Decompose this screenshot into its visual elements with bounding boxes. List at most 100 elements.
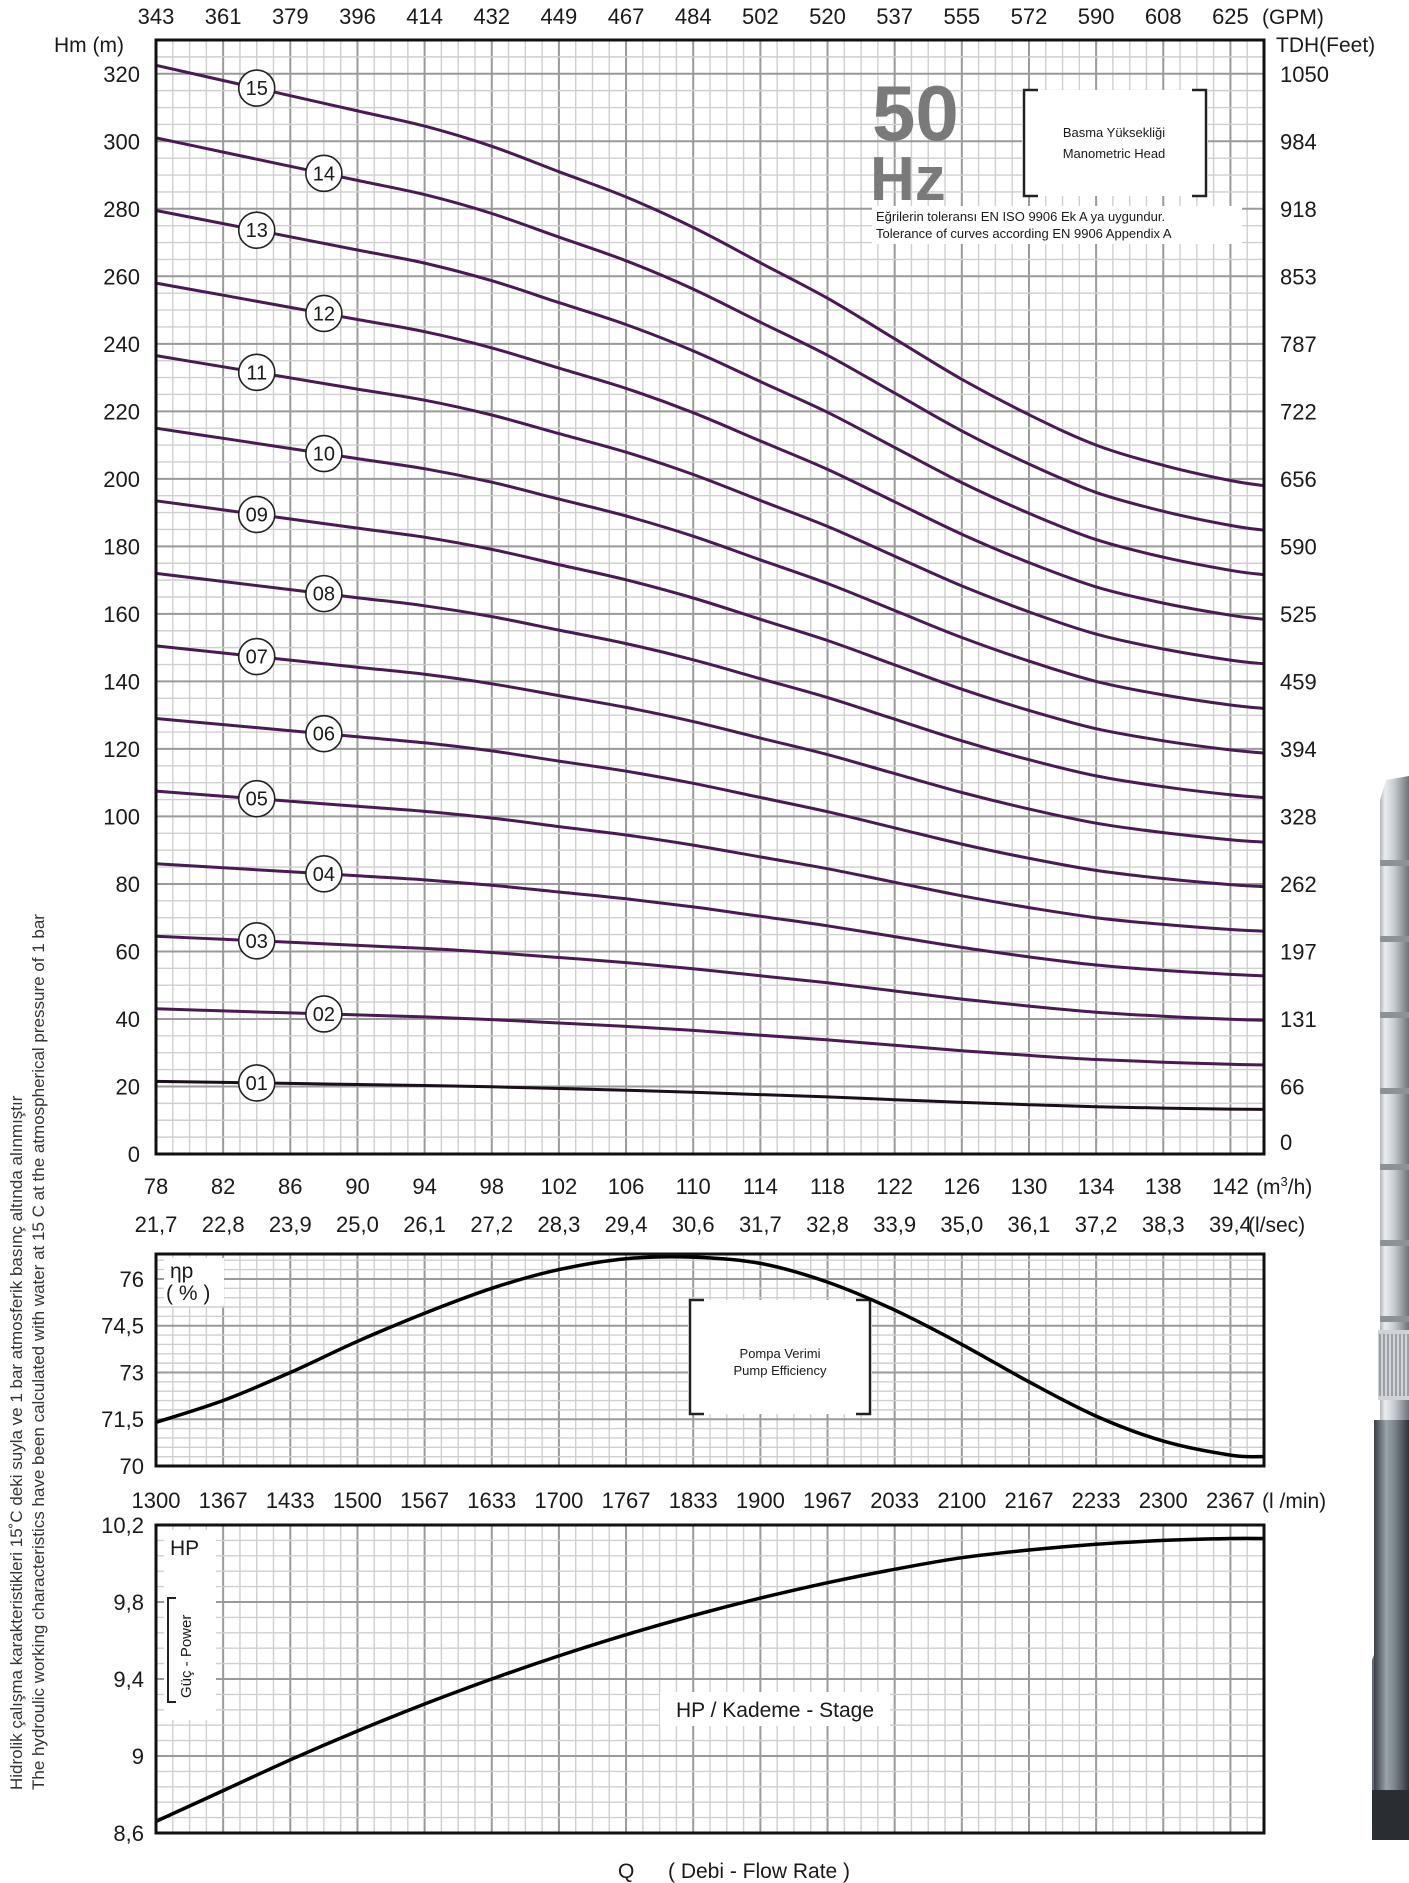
stage-label: 04 xyxy=(313,864,335,886)
head-curve-04 xyxy=(155,862,1265,978)
gpm-tick: 379 xyxy=(272,4,309,29)
gpm-tick: 414 xyxy=(406,4,443,29)
right-axis-unit: TDH(Feet) xyxy=(1276,34,1375,57)
head-m-tick: 100 xyxy=(103,804,140,829)
gpm-tick: 396 xyxy=(339,4,376,29)
stage-label: 05 xyxy=(246,789,268,811)
head-curve-06 xyxy=(155,717,1265,889)
stage-label: 06 xyxy=(313,724,335,746)
efficiency-chart-ticks: 21,7 22,8 23,9 25,0 26,1 27,2 28,3 29,4 30,6 31,7… xyxy=(101,1212,1252,1479)
m3h-tick: 94 xyxy=(412,1174,436,1199)
head-m-tick: 40 xyxy=(116,1007,140,1032)
efficiency-line xyxy=(155,1254,1265,1459)
l-sec-tick: 32,8 xyxy=(806,1212,849,1237)
m3h-tick: 98 xyxy=(480,1174,504,1199)
stage-label: 07 xyxy=(246,647,268,669)
efficiency-box-title-en: Pump Efficiency xyxy=(734,1363,827,1378)
head-curve-13 xyxy=(155,209,1265,577)
stage-label-circle xyxy=(305,995,343,1033)
l-min-tick: 1767 xyxy=(602,1488,651,1513)
head-curve-05 xyxy=(155,789,1265,933)
stage-label: 03 xyxy=(246,931,268,953)
l-min-tick: 1833 xyxy=(669,1488,718,1513)
gpm-tick: 520 xyxy=(809,4,846,29)
head-box-title-en: Manometric Head xyxy=(1063,146,1166,161)
l-sec-tick: 37,2 xyxy=(1075,1212,1118,1237)
m3h-tick: 82 xyxy=(211,1174,235,1199)
gpm-tick: 572 xyxy=(1011,4,1048,29)
l-sec-tick: 22,8 xyxy=(202,1212,245,1237)
gpm-tick: 449 xyxy=(541,4,578,29)
stage-label-circle xyxy=(305,294,343,333)
l-sec-tick: 26,1 xyxy=(403,1212,446,1237)
efficiency-curve xyxy=(155,1254,1265,1459)
l-min-tick: 1967 xyxy=(803,1488,852,1513)
power-tick: 9 xyxy=(132,1744,144,1769)
head-chart-frame xyxy=(154,38,1266,1156)
head-curve-03 xyxy=(155,934,1265,1022)
x-axis-label-q: Q xyxy=(618,1860,634,1883)
efficiency-tick: 76 xyxy=(120,1267,144,1292)
l-min-tick: 2367 xyxy=(1206,1488,1255,1513)
head-box-title-tr: Basma Yüksekliği xyxy=(1063,125,1165,140)
head-m-tick: 140 xyxy=(103,669,140,694)
m3h-tick: 106 xyxy=(608,1174,645,1199)
m3h-tick: 122 xyxy=(876,1174,913,1199)
stage-label-circle xyxy=(237,69,276,107)
gpm-tick: 361 xyxy=(205,4,242,29)
side-text-tr: Hidrolik çalışma karakteristikleri 15˚C … xyxy=(7,1095,26,1790)
m3h-tick: 78 xyxy=(144,1174,168,1199)
head-feet-tick: 459 xyxy=(1280,669,1317,694)
stage-label: 13 xyxy=(246,220,268,242)
stage-label-circle xyxy=(237,211,276,250)
efficiency-chart-frame xyxy=(154,1252,1266,1468)
l-sec-tick: 33,9 xyxy=(873,1212,916,1237)
stage-label-circle xyxy=(237,495,276,534)
head-m-tick: 260 xyxy=(103,264,140,289)
head-m-tick: 160 xyxy=(103,602,140,627)
stage-label: 11 xyxy=(246,362,267,384)
power-tick: 10,2 xyxy=(101,1513,144,1538)
head-feet-tick: 656 xyxy=(1280,467,1317,492)
efficiency-chart-panel: Pompa Verimi Pump Efficiency 21,7 22,8 23,… xyxy=(101,1212,1305,1479)
l-sec-tick: 23,9 xyxy=(269,1212,312,1237)
power-curve xyxy=(155,1536,1265,1823)
power-tick: 9,8 xyxy=(113,1590,144,1615)
gpm-tick: 537 xyxy=(876,4,913,29)
gpm-tick: 555 xyxy=(943,4,980,29)
gpm-tick: 502 xyxy=(742,4,779,29)
head-m-tick: 180 xyxy=(103,534,140,559)
m3h-tick: 142 xyxy=(1212,1174,1249,1199)
stage-label: 12 xyxy=(313,303,335,325)
l-min-tick: 1433 xyxy=(266,1488,315,1513)
l-sec-tick: 35,0 xyxy=(940,1212,983,1237)
l-sec-tick: 28,3 xyxy=(537,1212,580,1237)
tolerance-text-tr: Eğrilerin toleransı EN ISO 9906 Ek A ya … xyxy=(876,209,1165,224)
power-axis-label: HP xyxy=(170,1537,199,1560)
power-tick: 9,4 xyxy=(113,1667,144,1692)
power-chart-grid xyxy=(155,1524,1265,1834)
stage-label-circle xyxy=(305,855,343,893)
power-chart-panel: HP / Kademe - Stage 1300 1367 1433 1500 1567… xyxy=(101,1488,1326,1883)
head-m-tick: 20 xyxy=(116,1074,140,1099)
efficiency-axis-label: ηp xyxy=(170,1260,193,1283)
head-m-tick: 0 xyxy=(128,1142,140,1167)
head-feet-tick: 328 xyxy=(1280,804,1317,829)
m3h-tick: 86 xyxy=(278,1174,302,1199)
l-min-tick: 1500 xyxy=(333,1488,382,1513)
l-min-tick: 1900 xyxy=(736,1488,785,1513)
power-chart-ticks: 1300 1367 1433 1500 1567 1633 1700 1767 1833 1900… xyxy=(101,1488,1255,1846)
stage-label-circle xyxy=(305,434,343,473)
head-m-tick: 220 xyxy=(103,399,140,424)
head-feet-tick: 0 xyxy=(1280,1130,1292,1155)
head-curve-02 xyxy=(155,1007,1265,1067)
head-feet-tick: 918 xyxy=(1280,197,1317,222)
x-axis-label-desc: ( Debi - Flow Rate ) xyxy=(668,1860,850,1883)
stage-label: 14 xyxy=(313,163,335,185)
pump-image xyxy=(1372,776,1409,1840)
head-feet-tick: 131 xyxy=(1280,1007,1317,1032)
stage-label-circle xyxy=(237,353,276,392)
head-curve-10 xyxy=(155,426,1265,710)
left-axis-unit: Hm (m) xyxy=(54,34,124,57)
